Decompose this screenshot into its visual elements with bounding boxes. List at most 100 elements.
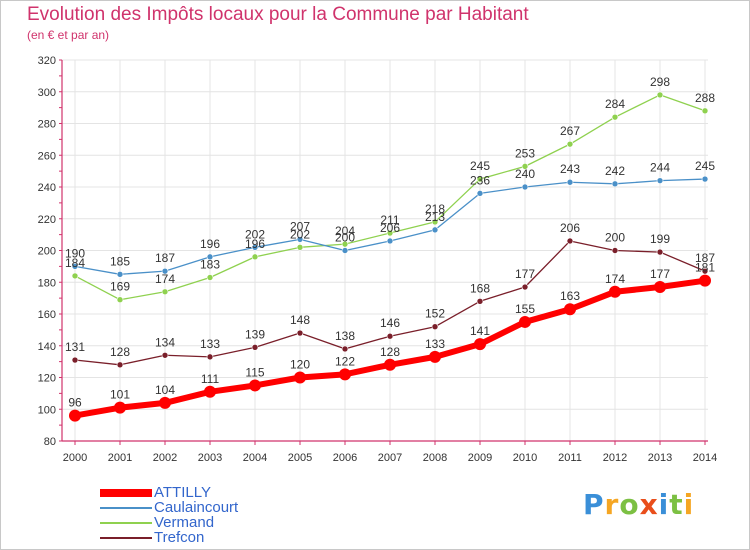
data-label-attilly: 96 bbox=[68, 396, 82, 410]
data-label-caulaincourt: 200 bbox=[335, 231, 355, 245]
x-tick-label: 2011 bbox=[558, 452, 582, 464]
data-point-vermand bbox=[341, 240, 349, 248]
x-tick-label: 2001 bbox=[108, 452, 132, 464]
data-label-attilly: 120 bbox=[290, 358, 310, 372]
data-label-attilly: 155 bbox=[515, 302, 535, 316]
data-label-vermand: 211 bbox=[380, 213, 399, 227]
data-label-attilly: 181 bbox=[695, 261, 715, 275]
logo-letter: r bbox=[604, 488, 620, 521]
data-label-vermand: 253 bbox=[515, 146, 535, 160]
data-label-vermand: 183 bbox=[200, 257, 220, 271]
data-label-caulaincourt: 206 bbox=[380, 221, 400, 235]
data-point-caulaincourt bbox=[161, 267, 169, 275]
data-label-caulaincourt: 187 bbox=[155, 251, 175, 265]
legend-item-trefcon: Trefcon bbox=[100, 529, 300, 547]
x-tick-label: 2003 bbox=[198, 452, 222, 464]
data-point-trefcon bbox=[656, 248, 664, 256]
data-point-attilly bbox=[69, 409, 81, 422]
x-tick-label: 2014 bbox=[693, 452, 717, 464]
data-point-attilly bbox=[564, 303, 576, 316]
data-point-trefcon bbox=[611, 247, 619, 254]
data-label-caulaincourt: 190 bbox=[65, 246, 85, 260]
x-tick-label: 2012 bbox=[603, 452, 627, 464]
y-tick-label: 280 bbox=[38, 119, 56, 131]
data-label-caulaincourt: 242 bbox=[605, 164, 625, 178]
data-point-vermand bbox=[611, 113, 619, 121]
y-tick-label: 260 bbox=[38, 150, 56, 162]
data-label-attilly: 133 bbox=[425, 337, 445, 351]
data-label-caulaincourt: 207 bbox=[290, 219, 310, 233]
data-label-attilly: 104 bbox=[155, 383, 175, 397]
data-label-vermand: 184 bbox=[65, 256, 85, 270]
data-point-caulaincourt bbox=[206, 253, 214, 261]
legend-swatch bbox=[100, 489, 152, 497]
axes: 80 100 120 140 160 180 200 220 240 260 280 300 320 20… bbox=[38, 55, 718, 464]
data-point-vermand bbox=[476, 175, 484, 183]
logo-letter: t bbox=[669, 488, 684, 521]
data-label-vermand: 284 bbox=[605, 97, 625, 111]
data-point-caulaincourt bbox=[386, 237, 394, 245]
data-point-trefcon bbox=[521, 283, 529, 291]
legend-label: Trefcon bbox=[154, 529, 205, 546]
logo-letter: o bbox=[619, 488, 640, 521]
data-label-trefcon: 134 bbox=[155, 335, 175, 349]
legend-swatch bbox=[100, 507, 152, 509]
data-point-caulaincourt bbox=[611, 180, 619, 188]
grid-lines bbox=[62, 59, 708, 442]
logo-letter: i bbox=[658, 488, 670, 521]
x-tick-label: 2009 bbox=[468, 452, 492, 464]
series-lines bbox=[69, 91, 711, 422]
data-point-trefcon bbox=[566, 237, 574, 245]
data-label-vermand: 218 bbox=[425, 202, 445, 216]
y-tick-label: 140 bbox=[38, 341, 56, 353]
data-point-caulaincourt bbox=[566, 178, 574, 186]
data-point-vermand bbox=[161, 288, 169, 296]
data-label-attilly: 101 bbox=[110, 388, 130, 402]
data-point-caulaincourt bbox=[341, 247, 349, 254]
data-label-caulaincourt: 245 bbox=[695, 159, 715, 173]
data-point-attilly bbox=[114, 401, 126, 414]
data-point-trefcon bbox=[71, 356, 79, 364]
data-point-attilly bbox=[384, 358, 396, 371]
data-point-attilly bbox=[204, 385, 216, 398]
data-label-trefcon: 199 bbox=[650, 232, 670, 246]
y-tick-label: 120 bbox=[38, 373, 56, 385]
data-labels: 131 128 134 133 139 148 138 146 152 168 177 206 200 1… bbox=[65, 75, 715, 410]
data-point-caulaincourt bbox=[71, 263, 79, 270]
data-point-caulaincourt bbox=[296, 236, 304, 243]
data-label-vermand: 267 bbox=[560, 124, 580, 138]
x-tick-label: 2002 bbox=[153, 452, 177, 464]
data-label-trefcon: 131 bbox=[65, 340, 85, 354]
data-label-vermand: 169 bbox=[110, 280, 130, 294]
data-label-vermand: 298 bbox=[650, 75, 670, 89]
data-point-trefcon bbox=[116, 361, 124, 369]
data-point-vermand bbox=[251, 253, 259, 261]
x-tick-label: 2006 bbox=[333, 452, 357, 464]
data-point-vermand bbox=[386, 229, 394, 237]
data-point-attilly bbox=[339, 368, 351, 381]
data-label-vermand: 196 bbox=[245, 237, 265, 251]
data-point-vermand bbox=[656, 91, 664, 99]
y-tick-label: 220 bbox=[38, 214, 56, 226]
data-point-vermand bbox=[296, 244, 304, 251]
data-point-trefcon bbox=[251, 344, 259, 351]
data-point-trefcon bbox=[476, 297, 484, 305]
y-tick-label: 300 bbox=[38, 87, 56, 99]
logo-letter: P bbox=[583, 488, 605, 521]
data-label-vermand: 202 bbox=[290, 227, 310, 241]
legend-label: ATTILLY bbox=[154, 484, 211, 501]
chart-subtitle: (en € et par an) bbox=[27, 28, 110, 42]
data-point-caulaincourt bbox=[701, 175, 709, 183]
x-tick-label: 2013 bbox=[648, 452, 672, 464]
data-label-vermand: 174 bbox=[155, 272, 175, 286]
chart-title: Evolution des Impôts locaux pour la Comm… bbox=[27, 4, 529, 25]
data-point-caulaincourt bbox=[431, 226, 439, 234]
y-tick-label: 180 bbox=[38, 277, 56, 289]
data-label-trefcon: 206 bbox=[560, 221, 580, 235]
data-point-attilly bbox=[609, 285, 621, 298]
x-tick-label: 2008 bbox=[423, 452, 447, 464]
legend-item-caulaincourt: Caulaincourt bbox=[100, 499, 300, 517]
legend-swatch bbox=[100, 522, 152, 524]
y-tick-label: 320 bbox=[38, 55, 56, 67]
